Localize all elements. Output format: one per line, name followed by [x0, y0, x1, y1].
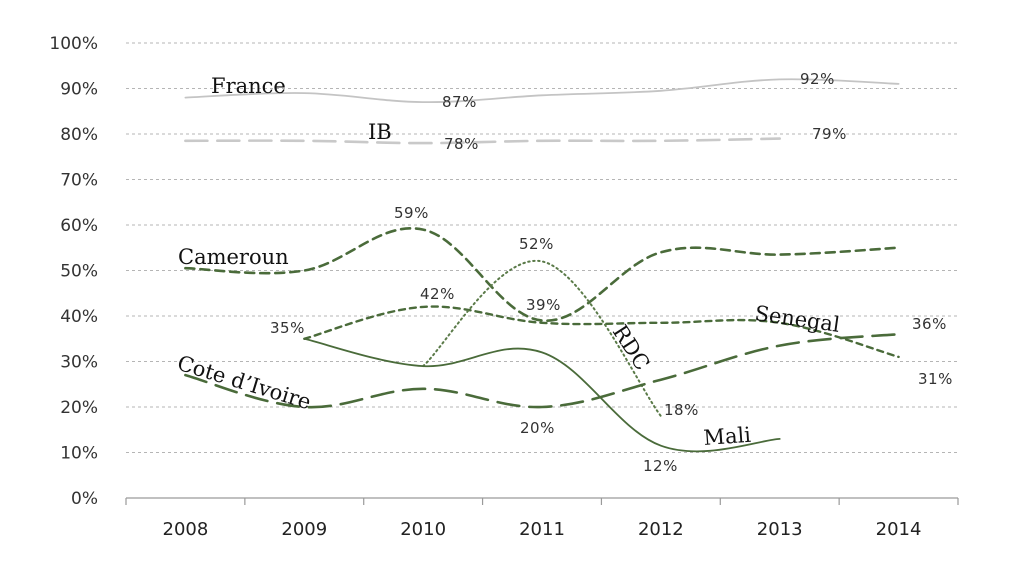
data-label-cameroun-2010: 59%	[394, 204, 429, 222]
y-tick-label-100pct: 100%	[49, 34, 98, 54]
x-tick-label-2013: 2013	[757, 519, 803, 540]
series-label-mali: Mali	[703, 423, 752, 450]
data-label-ib-2010: 78%	[444, 135, 479, 153]
series-label-cameroun: Cameroun	[178, 245, 289, 269]
series-lines	[184, 78, 900, 453]
data-label-rdc-2011: 52%	[519, 235, 554, 253]
y-tick-label-40pct: 40%	[60, 307, 98, 327]
y-tick-label-0pct: 0%	[71, 489, 98, 509]
series-line-mali	[303, 337, 781, 453]
y-tick-label-60pct: 60%	[60, 216, 98, 236]
data-label-rdc-2012: 18%	[664, 401, 699, 419]
data-label-mali-2009: 35%	[270, 319, 305, 337]
series-line-cote-d-ivoire	[184, 332, 900, 409]
series-line-cameroun	[184, 227, 900, 322]
y-tick-label-10pct: 10%	[60, 444, 98, 464]
y-tick-label-30pct: 30%	[60, 353, 98, 373]
series-label-rdc: RDC	[608, 321, 655, 375]
x-tick-label-2012: 2012	[638, 519, 684, 540]
y-tick-label-80pct: 80%	[60, 125, 98, 145]
series-line-france	[184, 78, 900, 104]
y-tick-label-70pct: 70%	[60, 171, 98, 191]
series-label-cote-divoire: Cote d’Ivoire	[175, 351, 314, 414]
data-label-mali-2012: 12%	[643, 457, 678, 475]
series-line-senegal	[303, 305, 900, 359]
y-tick-label-90pct: 90%	[60, 80, 98, 100]
y-tick-label-20pct: 20%	[60, 398, 98, 418]
x-axis: 2008 2009 2010 2011 2012 2013 2014	[125, 497, 959, 540]
x-tick-label-2010: 2010	[400, 519, 446, 540]
data-label-senegal-2010: 42%	[420, 285, 455, 303]
series-label-senegal: Senegal	[753, 301, 841, 337]
data-label-france-2010: 87%	[442, 93, 477, 111]
data-label-senegal-2014: 31%	[918, 370, 953, 388]
x-tick-label-2014: 2014	[876, 519, 922, 540]
x-tick-label-2011: 2011	[519, 519, 565, 540]
data-label-cote-divoire-2014: 36%	[912, 315, 947, 333]
x-tick-label-2009: 2009	[281, 519, 327, 540]
series-line-rdc	[422, 259, 662, 418]
series-label-france: France	[211, 74, 286, 98]
data-label-ib-2014: 79%	[812, 125, 847, 143]
y-axis-ticks: 0% 10% 20% 30% 40% 50% 60% 70% 80% 90% 100%	[49, 34, 98, 509]
y-tick-label-50pct: 50%	[60, 262, 98, 282]
data-label-cameroun-2011: 39%	[526, 296, 561, 314]
x-tick-label-2008: 2008	[163, 519, 209, 540]
data-label-cote-divoire-2011: 20%	[520, 419, 555, 437]
series-line-ib	[184, 137, 781, 145]
series-label-ib: IB	[368, 120, 392, 144]
data-label-france-2013: 92%	[800, 70, 835, 88]
